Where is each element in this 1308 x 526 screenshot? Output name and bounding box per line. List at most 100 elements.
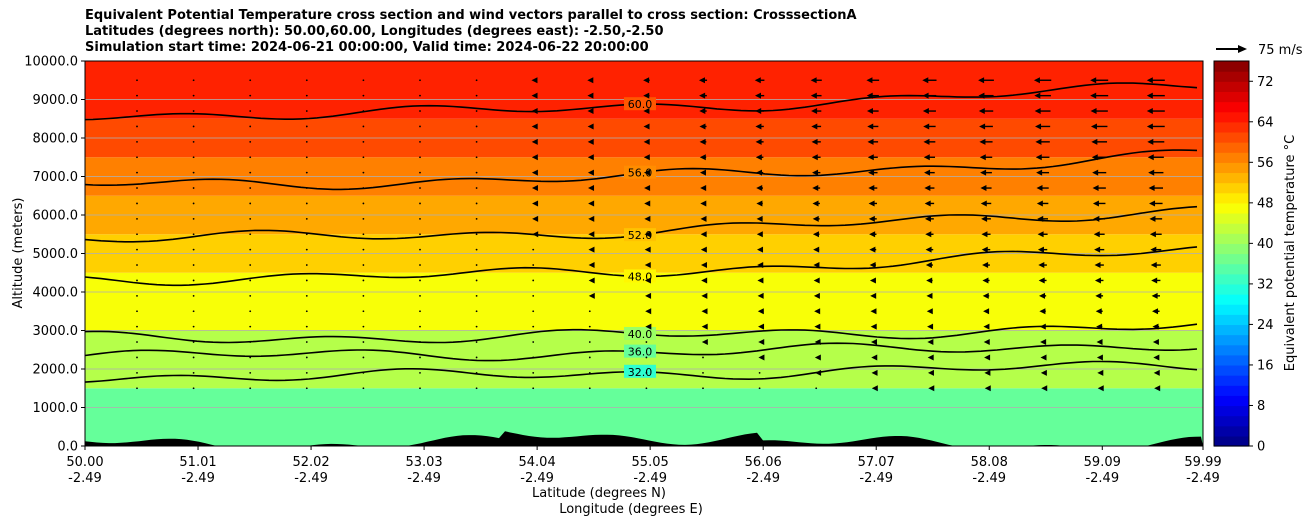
wind-vector-head-218 <box>700 200 707 207</box>
x-tick-label-lon-7: -2.49 <box>859 471 893 486</box>
wind-vector-228 <box>702 356 704 359</box>
wind-vector-head-295 <box>922 92 929 99</box>
wind-vector-head-360 <box>1090 123 1097 130</box>
wind-vector-137 <box>475 248 478 251</box>
colorbar-segment-22 <box>1214 212 1249 224</box>
contour-label-bg-36 <box>624 344 656 358</box>
wind-vector-head-342 <box>1036 169 1043 176</box>
wind-vector-head-351 <box>1039 308 1046 315</box>
wind-vector-head-304 <box>925 231 932 238</box>
wind-vector-69 <box>305 171 308 174</box>
wind-vector-head-258 <box>812 169 819 176</box>
y-tick-label-8: 8000.0 <box>33 132 79 147</box>
wind-vector-230 <box>702 387 704 390</box>
colorbar-segment-30 <box>1214 131 1249 143</box>
wind-key-label: 75 m/s <box>1258 43 1303 58</box>
colorbar: 0 8 16 24 32 40 48 56 64 72 <box>1213 60 1274 455</box>
wind-vector-head-386 <box>1149 200 1156 207</box>
wind-vector-100 <box>362 325 365 328</box>
wind-vector-head-308 <box>926 292 933 299</box>
wind-vector-head-190 <box>643 92 650 99</box>
wind-vector-head-176 <box>588 200 595 207</box>
wind-vector-91 <box>362 187 365 189</box>
wind-vector-109 <box>419 140 421 143</box>
wind-vector-111 <box>419 171 421 174</box>
wind-vector-head-332 <box>983 339 990 346</box>
colorbar-segment-25 <box>1214 182 1249 194</box>
title-line-1: Equivalent Potential Temperature cross s… <box>85 8 857 23</box>
wind-vector-186 <box>588 356 591 359</box>
y-tick-label-5: 5000.0 <box>33 247 79 262</box>
wind-vector-head-239 <box>756 200 763 207</box>
wind-vector-head-195 <box>643 169 650 176</box>
x-tick-label-lat-10: 59.99 <box>1184 455 1221 470</box>
wind-vector-head-157 <box>532 231 539 238</box>
wind-vector-head-300 <box>924 169 931 176</box>
wind-vector-head-414 <box>1208 308 1214 314</box>
colorbar-tick-label-1: 8 <box>1257 399 1265 414</box>
wind-vector-head-408 <box>1206 216 1212 222</box>
wind-vector-head-236 <box>755 154 762 161</box>
colorbar-segment-29 <box>1214 142 1249 153</box>
wind-vector-79 <box>305 325 308 328</box>
contour-label-bg-32 <box>624 364 656 378</box>
wind-vector-13 <box>136 279 138 282</box>
wind-vector-22 <box>192 94 195 97</box>
wind-vector-64 <box>305 94 308 97</box>
wind-vector-head-292 <box>871 369 878 376</box>
wind-vector-160 <box>532 279 535 282</box>
colorbar-segment-32 <box>1214 111 1249 123</box>
colorbar-segment-14 <box>1214 294 1249 305</box>
wind-vector-head-321 <box>980 169 987 176</box>
colorbar-segment-17 <box>1214 263 1249 275</box>
wind-vector-208 <box>645 371 648 374</box>
colorbar-segment-28 <box>1214 152 1249 163</box>
wind-vector-head-289 <box>870 323 877 330</box>
wind-vector-head-270 <box>814 354 821 361</box>
wind-vector-head-404 <box>1204 154 1210 160</box>
colorbar-tick-label-7: 56 <box>1257 156 1274 171</box>
y-tick-label-1: 1000.0 <box>33 401 79 416</box>
wind-vector-head-265 <box>813 277 820 284</box>
wind-vector-head-173 <box>587 154 594 161</box>
wind-vector-229 <box>702 371 704 374</box>
wind-vector-head-355 <box>1040 369 1047 376</box>
wind-vector-head-243 <box>757 262 764 269</box>
wind-vector-head-168 <box>587 77 594 84</box>
title-line-2: Latitudes (degrees north): 50.00,60.00, … <box>85 24 664 39</box>
contour-label-56: 56.0 <box>628 167 653 180</box>
wind-vector-95 <box>362 248 365 251</box>
x-axis: 50.00-2.4951.01-2.4952.02-2.4953.03-2.49… <box>66 446 1222 486</box>
wind-vector-47 <box>249 156 252 159</box>
x-tick-label-lat-3: 53.03 <box>405 455 442 470</box>
contour-label-bg-40 <box>624 326 656 340</box>
wind-vector-head-268 <box>814 323 821 330</box>
wind-vector-143 <box>475 341 478 343</box>
wind-vector-head-278 <box>867 154 874 161</box>
y-axis: 0.0 1000.0 2000.0 3000.0 4000.0 5000.0 6000.0 7… <box>24 55 85 455</box>
colorbar-tick-label-5: 40 <box>1257 237 1274 252</box>
wind-vector-head-347 <box>1037 246 1044 253</box>
wind-vector-head-353 <box>1040 339 1047 346</box>
wind-vector-144 <box>475 356 478 359</box>
wind-vector-43 <box>249 94 252 97</box>
wind-vector-146 <box>475 387 478 390</box>
wind-vector-head-398 <box>1154 385 1161 392</box>
wind-vector-head-379 <box>1146 92 1153 99</box>
wind-vector-head-348 <box>1038 262 1045 269</box>
wind-vector-head-194 <box>643 154 650 161</box>
x-tick-label-lat-8: 58.08 <box>971 455 1008 470</box>
wind-vector-162 <box>532 310 535 313</box>
wind-vector-17 <box>136 341 138 343</box>
y-tick-label-0: 0.0 <box>57 440 78 455</box>
wind-vector-head-334 <box>984 369 991 376</box>
wind-vector-head-153 <box>531 169 538 176</box>
wind-vector-head-341 <box>1035 154 1042 161</box>
wind-vector-53 <box>249 248 252 251</box>
wind-vector-head-277 <box>867 138 874 145</box>
wind-vector-head-192 <box>643 123 650 130</box>
wind-vector-head-374 <box>1096 339 1103 346</box>
colorbar-segment-35 <box>1214 81 1249 92</box>
wind-vector-head-354 <box>1040 354 1047 361</box>
wind-vector-head-280 <box>868 185 875 192</box>
